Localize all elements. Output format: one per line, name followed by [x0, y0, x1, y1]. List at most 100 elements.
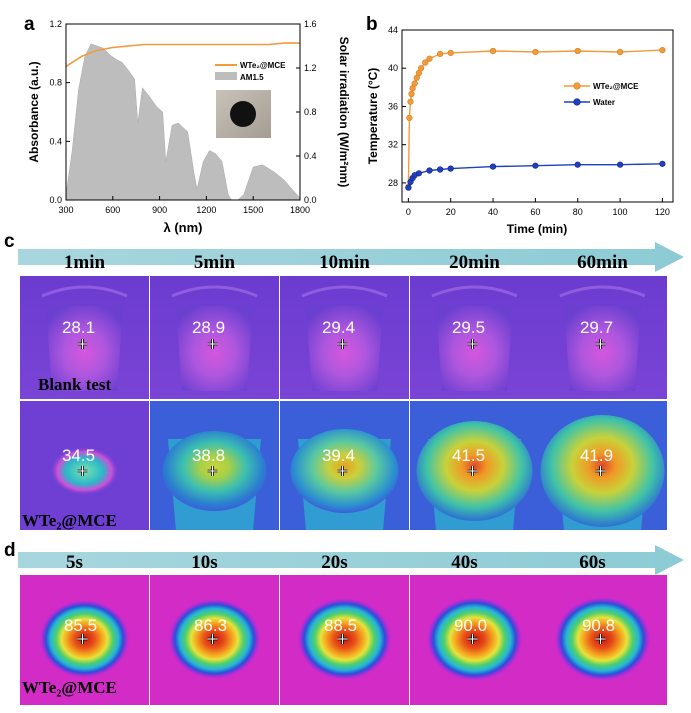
ir-spot-image: 90.0 — [410, 575, 539, 705]
ir-spot-image: 90.8 — [538, 575, 667, 705]
plot-frame — [401, 29, 674, 203]
timeline-arrow — [18, 242, 684, 272]
crosshair-icon — [467, 466, 478, 476]
y-tick-label: 0.0 — [49, 195, 62, 205]
data-point — [532, 48, 539, 56]
temperature-reading: 90.8 — [582, 616, 615, 635]
data-point — [411, 80, 418, 87]
crosshair-icon — [467, 634, 478, 644]
x-tick-label: 600 — [105, 205, 120, 215]
y-axis-label: Temperature (°C) — [366, 68, 380, 165]
crosshair-icon — [337, 634, 348, 644]
y2-tick-label: 0.8 — [304, 107, 317, 117]
ir-image-blank: 29.5 — [410, 276, 539, 399]
ir-image-wte2: 41.9 — [538, 401, 667, 530]
x-tick-label: 900 — [152, 205, 167, 215]
temperature-reading: 39.4 — [322, 446, 355, 465]
data-point — [532, 162, 539, 169]
y2-tick-label: 1.6 — [304, 19, 317, 29]
row-label-blank: Blank test — [38, 375, 112, 394]
temperature-reading: 28.1 — [62, 318, 95, 337]
x-tick-label: 60 — [530, 207, 540, 217]
y-tick-label: 1.2 — [49, 19, 62, 29]
temperature-reading: 41.9 — [580, 446, 613, 465]
crosshair-icon — [207, 634, 218, 644]
temperature-reading: 88.5 — [324, 616, 357, 635]
time-label: 10s — [191, 552, 217, 573]
x-tick-label: 1800 — [290, 205, 310, 215]
time-label: 1min — [64, 252, 106, 273]
temperature-reading: 85.5 — [64, 616, 97, 635]
ir-image-wte2: 41.5 — [410, 401, 539, 530]
time-label: 60s — [579, 552, 605, 573]
data-point — [436, 166, 444, 173]
legend: WTe₂@MCE AM1.5 — [215, 61, 286, 82]
legend-label-water: Water — [593, 98, 615, 107]
crosshair-icon — [77, 466, 88, 476]
x-axis-label: Time (min) — [507, 222, 567, 236]
legend: WTe₂@MCE Water — [564, 82, 639, 107]
y2-axis-label: Solar irradiation (W/m²nm) — [337, 37, 351, 188]
data-point — [406, 114, 413, 121]
crosshair-icon — [337, 339, 348, 349]
panel-letter-c: c — [4, 231, 15, 252]
legend-swatch-am15 — [215, 72, 237, 80]
legend-label-wte2: WTe₂@MCE — [240, 61, 286, 70]
x-tick-label: 20 — [446, 207, 456, 217]
temperature-time-chart: 0 20 40 60 80 100 120 28 32 36 40 44 Time (min) Te… — [366, 25, 674, 236]
data-point — [617, 48, 624, 56]
data-point — [417, 65, 425, 72]
data-point — [447, 165, 454, 172]
panel-letter-b: b — [366, 14, 378, 35]
ir-image-wte2: 34.5 — [20, 401, 149, 530]
ir-image-blank: 28.9 — [150, 276, 279, 399]
absorbance-line — [66, 42, 300, 68]
crosshair-icon — [337, 466, 348, 476]
x-tick-label: 40 — [488, 207, 498, 217]
time-label: 40s — [451, 552, 477, 573]
temperature-reading: 29.7 — [580, 318, 613, 337]
temperature-reading: 38.8 — [192, 446, 225, 465]
ir-image-blank: 29.4 — [280, 276, 409, 399]
temperature-reading: 34.5 — [62, 446, 95, 465]
data-point — [489, 163, 497, 170]
y-axis-label: Absorbance (a.u.) — [27, 61, 41, 162]
data-point — [408, 90, 415, 98]
y-tick-label: 32 — [388, 140, 398, 150]
temperature-reading: 28.9 — [192, 318, 225, 337]
time-label: 10min — [319, 252, 370, 273]
ir-image-wte2: 38.8 — [150, 401, 279, 530]
x-tick-label: 300 — [58, 205, 73, 215]
data-point — [415, 170, 423, 177]
temperature-reading: 29.5 — [452, 318, 485, 337]
x-tick-label: 0 — [406, 207, 411, 217]
y-tick-label: 0.4 — [49, 136, 62, 146]
data-point — [574, 161, 581, 168]
data-point — [574, 47, 581, 55]
ir-image-wte2: 39.4 — [280, 401, 409, 530]
crosshair-icon — [595, 634, 606, 644]
y-tick-label: 40 — [388, 63, 398, 73]
time-label: 60min — [577, 252, 628, 273]
absorbance-spectrum-chart: 300 600 900 1200 1500 1800 0.0 0.4 0.8 1.2 0.0 0.… — [27, 19, 351, 235]
ir-images-time-series: 1min 5min 10min 20min 60min 28.1 28.9 29.4 29.5… — [18, 242, 684, 530]
row-label-wte2-spot: WTe₂@MCE — [22, 678, 117, 697]
temperature-reading: 41.5 — [452, 446, 485, 465]
crosshair-icon — [595, 339, 606, 349]
crosshair-icon — [77, 339, 88, 349]
legend-marker-water — [573, 98, 581, 106]
panel-letter-d: d — [4, 540, 16, 561]
ir-image-blank: 29.7 — [538, 276, 667, 399]
data-point — [405, 184, 412, 191]
crosshair-icon — [207, 339, 218, 349]
data-point — [659, 46, 666, 54]
y2-tick-label: 0.0 — [304, 195, 317, 205]
timeline-arrow — [18, 545, 684, 575]
ir-spot-image: 88.5 — [280, 575, 409, 705]
y-tick-label: 36 — [388, 101, 398, 111]
time-label: 5min — [194, 252, 236, 273]
data-point — [426, 167, 433, 174]
time-label: 20s — [321, 552, 347, 573]
data-point — [436, 50, 444, 58]
legend-label-wte2: WTe₂@MCE — [593, 82, 639, 91]
